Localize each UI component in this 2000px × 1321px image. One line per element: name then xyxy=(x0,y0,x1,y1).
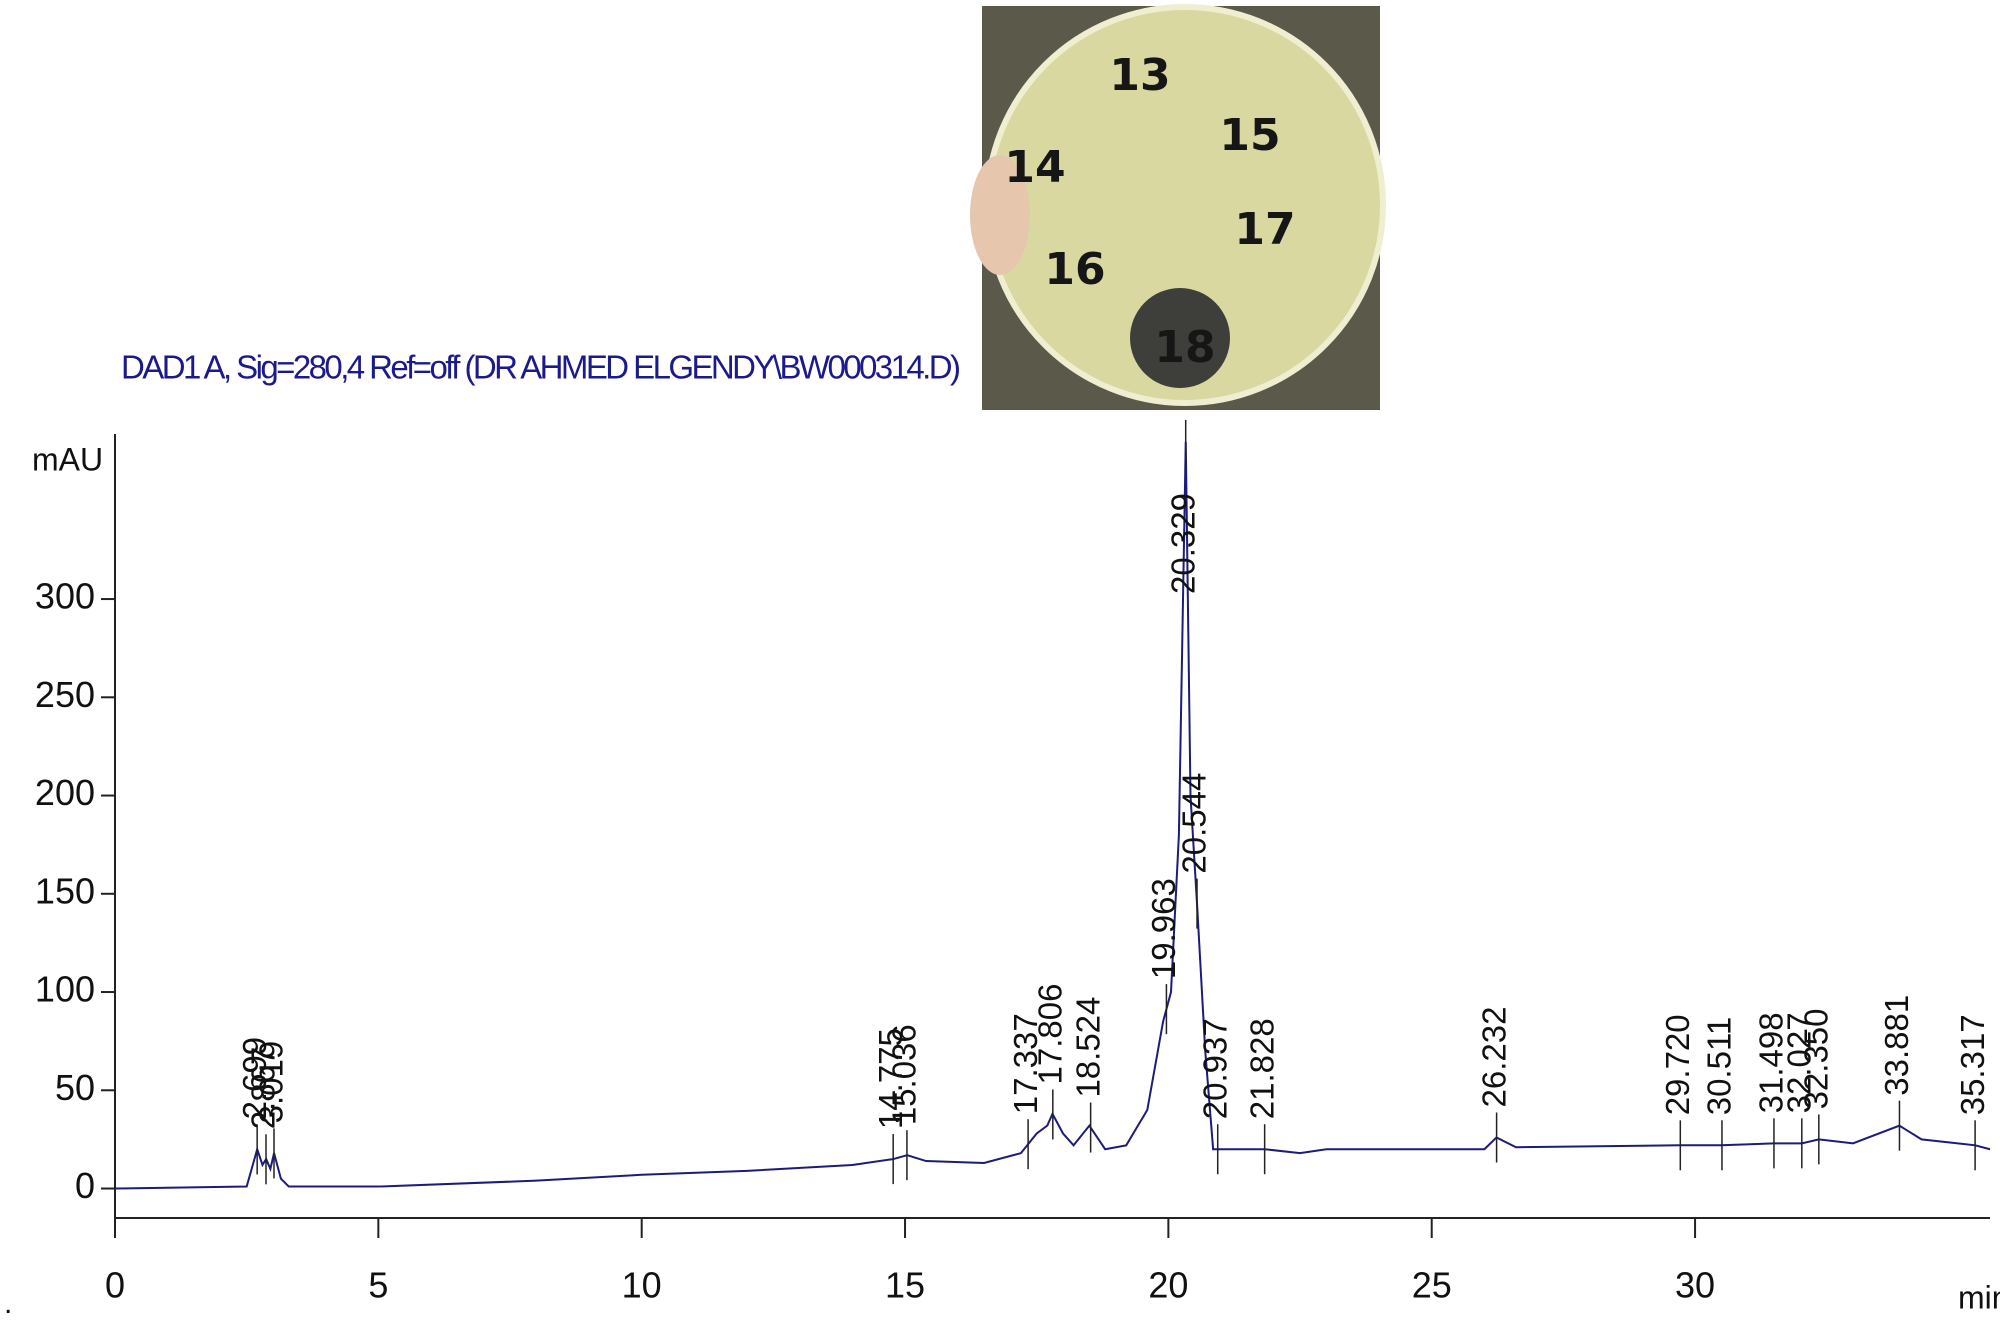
x-tick-label: 5 xyxy=(368,1265,388,1306)
trace xyxy=(114,441,1991,1190)
peak-label: 30.511 xyxy=(1701,1017,1738,1115)
x-axis-label: min xyxy=(1958,1279,2000,1315)
peak-label: 35.317 xyxy=(1954,1014,1991,1115)
y-tick-label: 300 xyxy=(35,576,95,617)
y-tick-label: 250 xyxy=(35,674,95,715)
inset-label: 15 xyxy=(1219,110,1280,161)
peak-label: 2.699 xyxy=(236,1037,273,1120)
peak-label: 18.524 xyxy=(1069,997,1106,1098)
y-tick-label: 200 xyxy=(35,772,95,813)
peak-label: 31.498 xyxy=(1753,1012,1790,1113)
x-tick-label: 15 xyxy=(885,1265,925,1306)
peak-label: 15.036 xyxy=(886,1024,923,1125)
footnote: . xyxy=(4,1287,12,1320)
inset-label: 16 xyxy=(1044,244,1105,295)
peak-label: 17.806 xyxy=(1032,984,1069,1085)
inset-label: 13 xyxy=(1109,50,1170,101)
inset-label: 18 xyxy=(1154,322,1215,373)
peak-label: 33.881 xyxy=(1878,995,1915,1096)
peak-label: 17.337 xyxy=(1007,1013,1044,1114)
y-tick-label: 50 xyxy=(55,1067,95,1108)
peak-label: 29.720 xyxy=(1659,1014,1696,1115)
peak-label: 3.019 xyxy=(253,1041,290,1124)
peak-label: 19.963 xyxy=(1145,878,1182,979)
peak-label: 14.775 xyxy=(872,1028,909,1129)
peak-label: 21.828 xyxy=(1243,1018,1280,1119)
inset-label: 17 xyxy=(1234,204,1295,255)
y-tick-label: 100 xyxy=(35,969,95,1010)
x-tick-label: 20 xyxy=(1148,1265,1188,1306)
peak-label: 2.867 xyxy=(245,1047,282,1130)
peak-label: 26.232 xyxy=(1475,1007,1512,1108)
x-tick-label: 0 xyxy=(105,1265,125,1306)
y-axis-label: mAU xyxy=(32,441,103,477)
y-tick-label: 0 xyxy=(75,1165,95,1206)
peak-label: 32.350 xyxy=(1798,1008,1835,1109)
peak-label: 20.329 xyxy=(1164,493,1201,594)
x-tick-label: 30 xyxy=(1675,1265,1715,1306)
y-tick-label: 150 xyxy=(35,870,95,911)
peak-label: 20.544 xyxy=(1176,773,1213,874)
chart-title: DAD1 A, Sig=280,4 Ref=off (DR AHMED ELGE… xyxy=(121,349,961,386)
inset-label: 14 xyxy=(1004,142,1065,193)
x-tick-label: 25 xyxy=(1412,1265,1452,1306)
x-tick-label: 10 xyxy=(622,1265,662,1306)
peak-label: 20.937 xyxy=(1196,1018,1233,1119)
peak-label: 32.027 xyxy=(1781,1012,1818,1113)
inset-photo xyxy=(970,4,1386,410)
